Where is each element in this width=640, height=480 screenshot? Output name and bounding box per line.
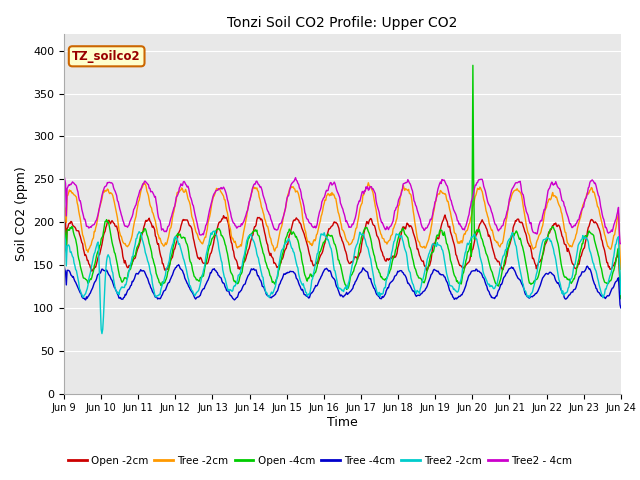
Tree2 - 4cm [184,183,192,189]
Open -4cm [184,244,192,250]
Open -4cm [617,296,625,301]
Tree2 - 4cm [616,240,624,247]
Tree2 -2cm [185,277,193,283]
Tree2 -2cm [215,246,223,252]
Open -4cm [410,262,418,268]
Line: Tree -2cm: Tree -2cm [64,183,621,269]
Tree -2cm [365,180,372,186]
X-axis label: Time: Time [327,416,358,429]
Tree -2cm [214,187,221,192]
Open -2cm [127,263,135,269]
Open -2cm [617,288,625,294]
Tree2 -2cm [60,229,68,235]
Open -4cm [214,226,221,232]
Open -4cm [426,254,434,260]
Tree2 -2cm [211,228,219,234]
Tree -4cm [411,290,419,296]
Tree -2cm [127,236,135,241]
Tree2 - 4cm [214,187,221,193]
Tree2 - 4cm [617,240,625,247]
Title: Tonzi Soil CO2 Profile: Upper CO2: Tonzi Soil CO2 Profile: Upper CO2 [227,16,458,30]
Line: Tree -4cm: Tree -4cm [64,264,621,308]
Tree2 -2cm [617,291,625,297]
Tree2 -2cm [98,331,106,336]
Tree -2cm [70,192,78,198]
Tree -4cm [127,282,135,288]
Line: Open -2cm: Open -2cm [64,212,621,291]
Line: Open -4cm: Open -4cm [64,65,621,299]
Tree -2cm [184,195,192,201]
Tree -4cm [185,284,193,289]
Line: Tree2 -2cm: Tree2 -2cm [64,231,621,334]
Open -4cm [60,224,68,229]
Line: Tree2 - 4cm: Tree2 - 4cm [64,175,621,243]
Open -2cm [60,209,68,215]
Text: TZ_soilco2: TZ_soilco2 [72,50,141,63]
Tree2 - 4cm [60,172,68,178]
Tree -4cm [70,276,78,282]
Tree2 -2cm [128,254,136,260]
Tree -2cm [60,201,68,206]
Tree -2cm [617,266,625,272]
Tree -2cm [411,219,419,225]
Tree -2cm [428,225,435,230]
Open -2cm [214,225,221,231]
Open -2cm [426,260,434,266]
Open -4cm [127,263,135,268]
Open -2cm [70,224,78,229]
Tree2 -2cm [428,243,436,249]
Open -2cm [184,218,192,224]
Tree2 - 4cm [127,216,135,221]
Legend: Open -2cm, Tree -2cm, Open -4cm, Tree -4cm, Tree2 -2cm, Tree2 - 4cm: Open -2cm, Tree -2cm, Open -4cm, Tree -4… [63,452,577,470]
Tree -4cm [60,262,68,268]
Tree2 -2cm [70,260,78,266]
Open -4cm [70,232,78,238]
Tree2 - 4cm [410,198,418,204]
Tree -4cm [214,272,222,278]
Open -2cm [410,232,418,238]
Tree -4cm [428,272,435,277]
Tree -4cm [617,305,625,311]
Y-axis label: Soil CO2 (ppm): Soil CO2 (ppm) [15,166,28,261]
Tree -4cm [175,262,182,267]
Open -4cm [469,62,477,68]
Tree2 - 4cm [426,216,434,222]
Tree2 - 4cm [70,180,78,186]
Tree2 -2cm [412,289,419,295]
